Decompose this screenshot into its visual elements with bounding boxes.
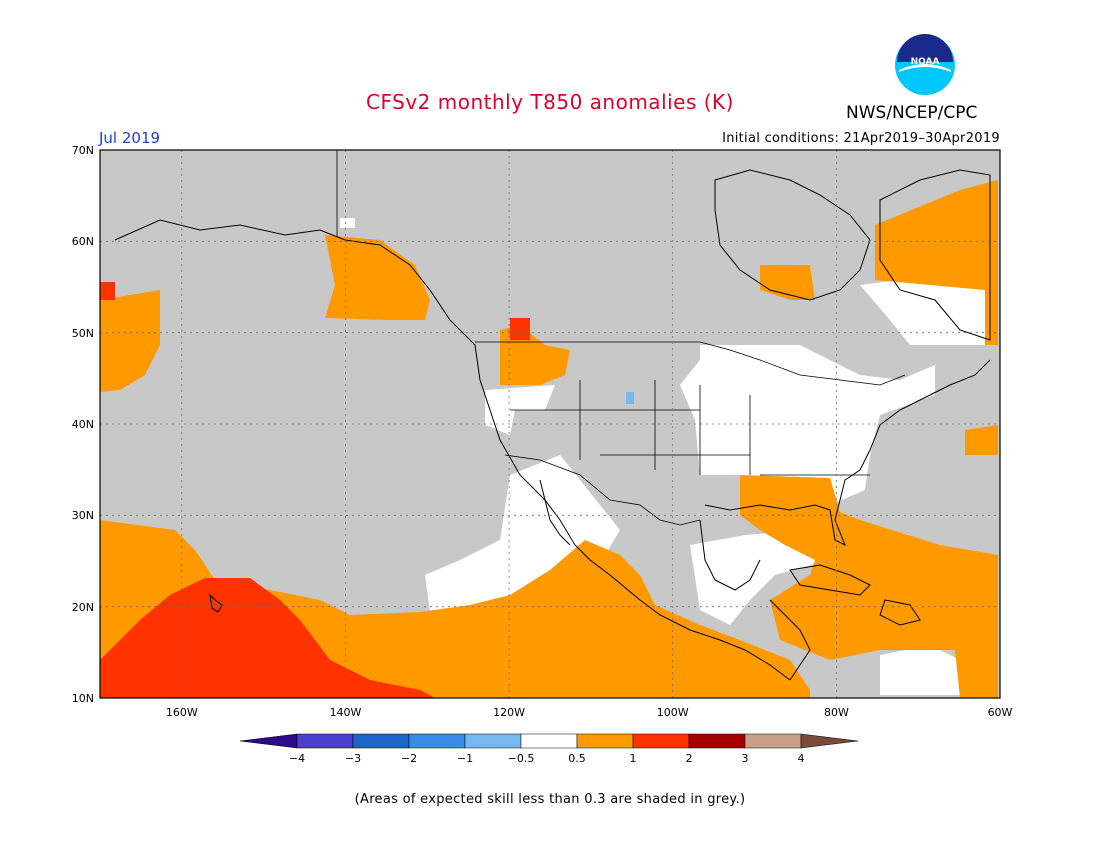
colorbar-arrow-high — [800, 733, 859, 749]
colorbar-swatch — [408, 733, 466, 749]
colorbar-label: 2 — [686, 752, 693, 765]
colorbar-label: 3 — [742, 752, 749, 765]
colorbar-swatch — [744, 733, 802, 749]
colorbar-swatch — [688, 733, 746, 749]
noaa-logo: NOAA — [895, 34, 955, 95]
lon-tick: 80W — [824, 706, 849, 719]
skill-footnote: (Areas of expected skill less than 0.3 a… — [354, 792, 746, 807]
lat-tick: 70N — [72, 144, 94, 157]
lat-tick: 10N — [72, 692, 94, 705]
coastlines — [114, 169, 991, 681]
colorbar-label: −1 — [457, 752, 473, 765]
colorbar-label: −3 — [345, 752, 361, 765]
colorbar-label: −0.5 — [508, 752, 535, 765]
colorbar-arrow-low — [239, 733, 298, 749]
lon-tick: 100W — [657, 706, 689, 719]
lon-tick: 120W — [493, 706, 525, 719]
colorbar-swatch — [352, 733, 410, 749]
lon-tick: 140W — [330, 706, 362, 719]
lat-tick: 60N — [72, 235, 94, 248]
agency-label: NWS/NCEP/CPC — [846, 103, 978, 123]
colorbar-label: 4 — [798, 752, 805, 765]
gridlines — [100, 150, 1000, 698]
anomaly-map — [99, 149, 1001, 699]
colorbar-label: −4 — [289, 752, 305, 765]
colorbar-label: −2 — [401, 752, 417, 765]
near-normal-regions — [100, 218, 998, 695]
cool-anomaly-cell — [626, 392, 634, 404]
lat-tick: 30N — [72, 509, 94, 522]
lat-tick: 20N — [72, 601, 94, 614]
colorbar-legend: −4 −3 −2 −1 −0.5 0.5 1 2 3 4 — [239, 733, 859, 765]
colorbar-label: 1 — [630, 752, 637, 765]
map-title: CFSv2 monthly T850 anomalies (K) — [366, 90, 734, 114]
lat-tick: 40N — [72, 418, 94, 431]
lon-tick: 160W — [166, 706, 198, 719]
political-borders — [336, 150, 906, 526]
colorbar-label: 0.5 — [568, 752, 586, 765]
colorbar-swatch — [296, 733, 354, 749]
lat-tick: 50N — [72, 327, 94, 340]
forecast-month: Jul 2019 — [99, 129, 161, 147]
lon-tick: 60W — [988, 706, 1013, 719]
colorbar-swatch — [576, 733, 634, 749]
initial-conditions: Initial conditions: 21Apr2019–30Apr2019 — [722, 131, 1000, 146]
lat-tick-labels: 70N 60N 50N 40N 30N 20N 10N — [72, 144, 94, 705]
noaa-logo-text: NOAA — [911, 57, 940, 67]
lon-tick-labels: 160W 140W 120W 100W 80W 60W — [166, 706, 1013, 719]
colorbar-swatch — [520, 733, 578, 749]
colorbar-swatch — [632, 733, 690, 749]
strong-warm-regions — [100, 282, 530, 698]
colorbar-swatch — [464, 733, 522, 749]
map-frame — [99, 149, 1001, 699]
